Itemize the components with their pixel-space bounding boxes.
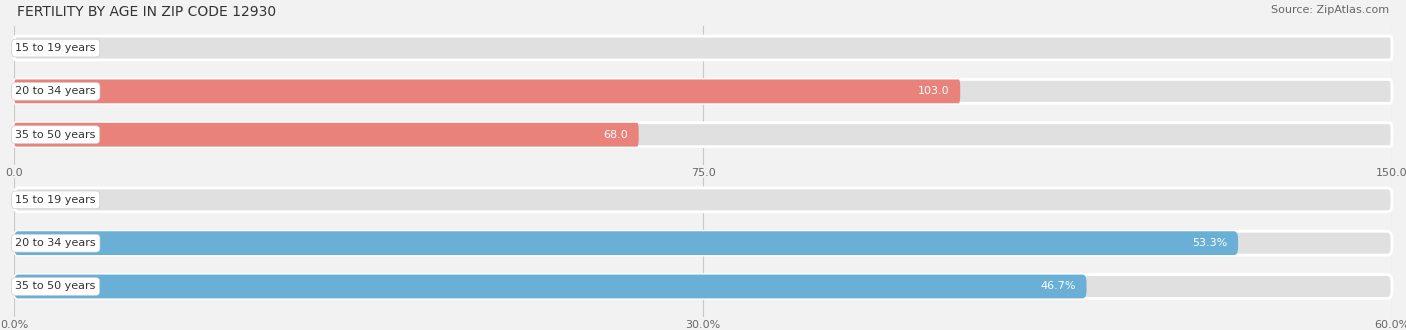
FancyBboxPatch shape bbox=[14, 188, 1392, 212]
FancyBboxPatch shape bbox=[14, 80, 1392, 103]
FancyBboxPatch shape bbox=[14, 231, 1239, 255]
Text: 20 to 34 years: 20 to 34 years bbox=[15, 238, 96, 248]
Text: 35 to 50 years: 35 to 50 years bbox=[15, 130, 96, 140]
Text: 0.0: 0.0 bbox=[28, 43, 45, 53]
Text: 15 to 19 years: 15 to 19 years bbox=[15, 43, 96, 53]
Text: 103.0: 103.0 bbox=[918, 86, 949, 96]
Text: 0.0%: 0.0% bbox=[28, 195, 56, 205]
Text: 15 to 19 years: 15 to 19 years bbox=[15, 195, 96, 205]
FancyBboxPatch shape bbox=[14, 231, 1392, 255]
FancyBboxPatch shape bbox=[14, 80, 960, 103]
FancyBboxPatch shape bbox=[14, 36, 1392, 60]
Text: 46.7%: 46.7% bbox=[1040, 281, 1076, 291]
FancyBboxPatch shape bbox=[14, 275, 1087, 298]
FancyBboxPatch shape bbox=[14, 123, 1392, 147]
Text: 53.3%: 53.3% bbox=[1192, 238, 1227, 248]
Text: Source: ZipAtlas.com: Source: ZipAtlas.com bbox=[1271, 5, 1389, 15]
Text: FERTILITY BY AGE IN ZIP CODE 12930: FERTILITY BY AGE IN ZIP CODE 12930 bbox=[17, 5, 276, 19]
Text: 35 to 50 years: 35 to 50 years bbox=[15, 281, 96, 291]
FancyBboxPatch shape bbox=[14, 123, 638, 147]
FancyBboxPatch shape bbox=[14, 275, 1392, 298]
Text: 20 to 34 years: 20 to 34 years bbox=[15, 86, 96, 96]
Text: 68.0: 68.0 bbox=[603, 130, 627, 140]
